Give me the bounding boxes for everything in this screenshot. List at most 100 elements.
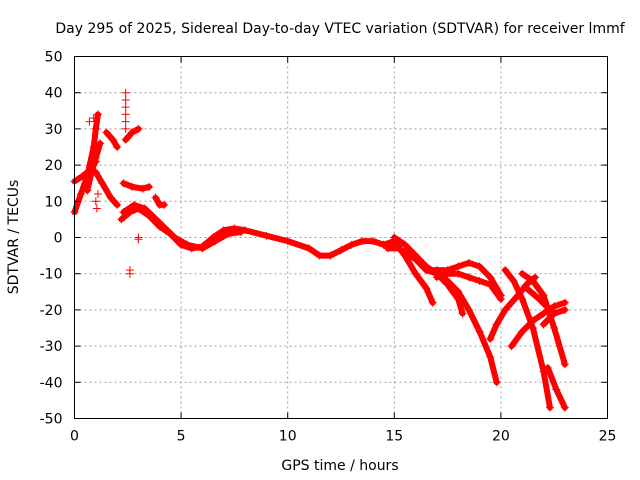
data-point: [432, 273, 441, 282]
data-point: [79, 171, 88, 180]
data-point: [283, 237, 292, 246]
data-point: [486, 273, 495, 282]
data-point: [528, 276, 537, 285]
data-point: [486, 280, 495, 289]
data-point: [134, 124, 143, 133]
data-point: [91, 124, 100, 133]
data-point: [501, 305, 510, 314]
y-tick-label: -10: [40, 267, 63, 283]
series-arc-main-b: [119, 200, 245, 253]
data-point: [315, 251, 324, 260]
data-point: [151, 193, 160, 202]
data-point: [305, 244, 314, 253]
series-line: [487, 274, 539, 342]
data-point: [545, 403, 554, 412]
y-tick-label: -30: [40, 339, 63, 355]
data-point: [113, 200, 122, 209]
series-line: [84, 140, 104, 194]
data-point: [347, 240, 356, 249]
data-point: [121, 103, 130, 112]
data-point: [98, 179, 107, 188]
series-line: [120, 201, 244, 252]
data-point: [550, 302, 559, 311]
series-arc-l: [522, 284, 554, 314]
data-point: [496, 295, 505, 304]
data-point: [368, 237, 377, 246]
data-point: [83, 186, 92, 195]
data-point: [108, 135, 117, 144]
data-point: [379, 240, 388, 249]
data-point: [475, 262, 484, 271]
data-point: [89, 114, 98, 123]
series-arc-short-d: [151, 193, 169, 209]
data-point: [130, 200, 139, 209]
data-point: [76, 190, 85, 199]
data-point: [236, 228, 245, 237]
x-axis: 0 5 10 15 20 25: [70, 56, 617, 445]
data-point: [121, 124, 130, 133]
data-point: [535, 295, 544, 304]
data-point: [211, 237, 220, 246]
y-tick-label: 20: [45, 158, 63, 174]
data-point: [91, 197, 100, 206]
data-point: [501, 266, 510, 275]
data-point: [458, 309, 467, 318]
series-arc-fall: [91, 168, 122, 209]
x-tick-label: 15: [385, 429, 403, 445]
series-arc-short-a: [102, 128, 122, 151]
data-point: [464, 258, 473, 267]
data-point: [394, 244, 403, 253]
data-point: [121, 110, 130, 119]
data-point: [454, 269, 463, 278]
data-point: [128, 182, 137, 191]
x-tick-label: 25: [599, 429, 617, 445]
data-point: [91, 168, 100, 177]
data-point: [170, 233, 179, 242]
chart-title: Day 295 of 2025, Sidereal Day-to-day VTE…: [55, 21, 625, 37]
x-tick-label: 0: [70, 429, 79, 445]
data-point: [121, 117, 130, 126]
data-point: [543, 363, 552, 372]
data-point: [550, 309, 559, 318]
data-point: [128, 128, 137, 137]
y-axis: -50 -40 -30 -20 -10 0 10 20 30 40 50: [40, 50, 608, 428]
series-line: [380, 238, 436, 306]
data-point: [550, 324, 559, 332]
data-point: [560, 360, 569, 369]
data-point: [125, 269, 134, 278]
data-point: [464, 273, 473, 282]
data-point: [119, 208, 128, 217]
data-point: [492, 378, 501, 387]
data-point: [492, 320, 501, 329]
data-point: [390, 233, 399, 242]
data-point: [486, 352, 495, 361]
x-tick-label: 20: [492, 429, 510, 445]
data-point: [102, 128, 111, 137]
data-point: [358, 237, 367, 246]
data-point: [91, 153, 100, 162]
data-point: [411, 251, 420, 260]
series-arc-i: [518, 269, 569, 369]
x-tick-label: 10: [279, 429, 297, 445]
data-point: [422, 266, 431, 275]
data-point: [507, 342, 516, 351]
data-point: [121, 95, 130, 104]
data-point: [545, 305, 554, 314]
y-tick-label: -50: [40, 412, 63, 428]
series-line: [92, 169, 121, 208]
data-point: [411, 269, 420, 278]
data-point: [224, 229, 233, 238]
data-point: [539, 309, 548, 318]
data-point: [113, 143, 122, 151]
data-point: [92, 204, 101, 213]
data-point: [121, 88, 130, 97]
data-point: [560, 305, 569, 314]
data-point: [539, 320, 548, 329]
series-line: [502, 267, 553, 411]
data-point: [262, 231, 271, 240]
data-point: [93, 110, 102, 119]
y-tick-label: 40: [45, 86, 63, 102]
y-tick-label: 50: [45, 50, 63, 66]
data-point: [428, 298, 437, 307]
